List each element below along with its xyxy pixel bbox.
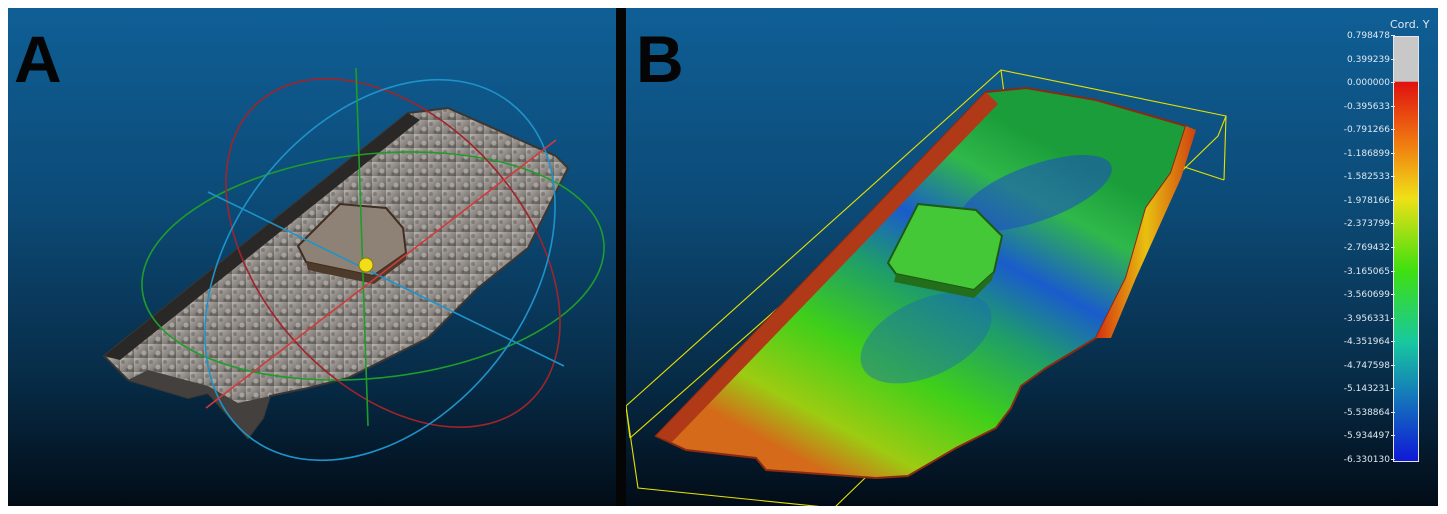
color-scale: Cord. Y 0.798478 0.399239 0.000000 -0.39563… bbox=[1300, 8, 1438, 506]
rotation-gizmo[interactable] bbox=[131, 12, 616, 506]
central-slab-green bbox=[886, 202, 1004, 292]
point-cloud-view-b[interactable] bbox=[626, 8, 1300, 506]
excavation-wall-edge bbox=[128, 370, 308, 438]
panel-divider bbox=[616, 8, 626, 506]
central-slab-green-side bbox=[894, 272, 994, 298]
point-cloud-view-a[interactable] bbox=[8, 8, 616, 506]
color-scale-tick: -1.978166 bbox=[1300, 196, 1395, 206]
viewport-b[interactable]: B Cord. Y 0.798478 0.399239 0.000000 -0.395… bbox=[626, 8, 1438, 506]
color-scale-tick: -3.165065 bbox=[1300, 267, 1395, 277]
color-scale-tick: -5.143231 bbox=[1300, 384, 1395, 394]
depression-north bbox=[960, 155, 1112, 231]
color-scale-tick: 0.798478 bbox=[1300, 31, 1395, 41]
color-scale-tick: 0.000000 bbox=[1300, 78, 1395, 88]
gizmo-axis-blue[interactable] bbox=[207, 191, 565, 367]
color-scale-tick: -2.769432 bbox=[1300, 243, 1395, 253]
color-scale-tick: -1.186899 bbox=[1300, 149, 1395, 159]
color-scale-tick: -0.395633 bbox=[1300, 102, 1395, 112]
viewport-a[interactable]: A bbox=[8, 8, 616, 506]
gizmo-ring-blue[interactable] bbox=[133, 12, 616, 506]
panel-label-b: B bbox=[636, 22, 684, 96]
color-scale-tick: -6.330130 bbox=[1300, 455, 1395, 465]
color-scale-bar bbox=[1393, 36, 1419, 462]
gizmo-center-handle[interactable] bbox=[358, 257, 374, 273]
depression-south bbox=[860, 292, 992, 384]
color-scale-tick: -5.538864 bbox=[1300, 408, 1395, 418]
cloud-rim-right bbox=[1096, 126, 1196, 338]
cloud-wall-left bbox=[656, 92, 998, 442]
color-scale-tick: -1.582533 bbox=[1300, 172, 1395, 182]
color-scale-tick: -2.373799 bbox=[1300, 219, 1395, 229]
color-scale-tick: 0.399239 bbox=[1300, 55, 1395, 65]
panel-label-a: A bbox=[14, 22, 62, 96]
gizmo-axis-red[interactable] bbox=[205, 139, 557, 409]
gizmo-ring-red[interactable] bbox=[160, 15, 616, 492]
color-scale-tick: -3.560699 bbox=[1300, 290, 1395, 300]
color-scale-tick: -4.747598 bbox=[1300, 361, 1395, 371]
gizmo-ring-green[interactable] bbox=[131, 130, 616, 401]
color-scale-tick: -0.791266 bbox=[1300, 125, 1395, 135]
color-scale-tick: -5.934497 bbox=[1300, 431, 1395, 441]
color-scale-tick: -4.351964 bbox=[1300, 337, 1395, 347]
color-scale-tick: -3.956331 bbox=[1300, 314, 1395, 324]
color-scale-title: Cord. Y bbox=[1390, 18, 1430, 31]
excavation-wall bbox=[104, 113, 420, 360]
gizmo-axis-green[interactable] bbox=[355, 67, 369, 427]
